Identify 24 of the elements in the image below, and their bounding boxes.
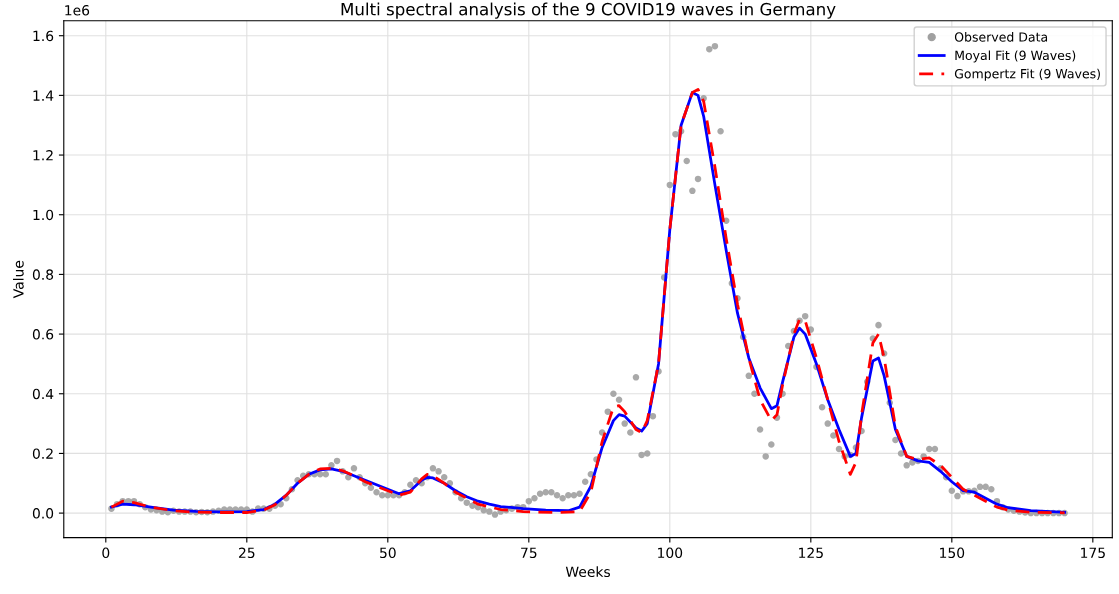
x-tick-label: 50 bbox=[380, 547, 396, 559]
y-tick-label: 0.8 bbox=[32, 269, 54, 280]
y-axis-title: Value bbox=[12, 260, 24, 299]
y-tick-label: 0.2 bbox=[32, 448, 53, 459]
y-tick-label: 1.0 bbox=[33, 209, 54, 221]
chart-title: Multi spectral analysis of the 9 COVID19 waves in Germany bbox=[341, 2, 836, 19]
x-axis-title: Weeks bbox=[565, 566, 610, 578]
text: 1e6 bbox=[65, 5, 90, 16]
x-tick-label: 0 bbox=[102, 547, 110, 559]
x-tick-label: 100 bbox=[658, 547, 683, 559]
x-tick-label: 75 bbox=[521, 547, 537, 559]
y-tick-label: 0.6 bbox=[32, 329, 54, 340]
y-tick-label: 1.4 bbox=[33, 90, 54, 101]
y-tick-label: 1.2 bbox=[33, 150, 53, 161]
legend-label: Moyal Fit (9 Waves) bbox=[955, 50, 1076, 63]
y-tick-label: 0.0 bbox=[32, 508, 54, 519]
x-tick-label: 175 bbox=[1081, 547, 1105, 559]
y-tick-label: 0.4 bbox=[32, 388, 54, 400]
x-tick-label: 150 bbox=[940, 547, 965, 559]
x-tick-label: 125 bbox=[799, 547, 823, 559]
legend-label: Observed Data bbox=[954, 32, 1048, 42]
legend-label: Gompertz Fit (9 Waves) bbox=[954, 68, 1100, 81]
y-tick-label: 1.6 bbox=[33, 30, 54, 42]
x-tick-label: 25 bbox=[238, 547, 255, 559]
